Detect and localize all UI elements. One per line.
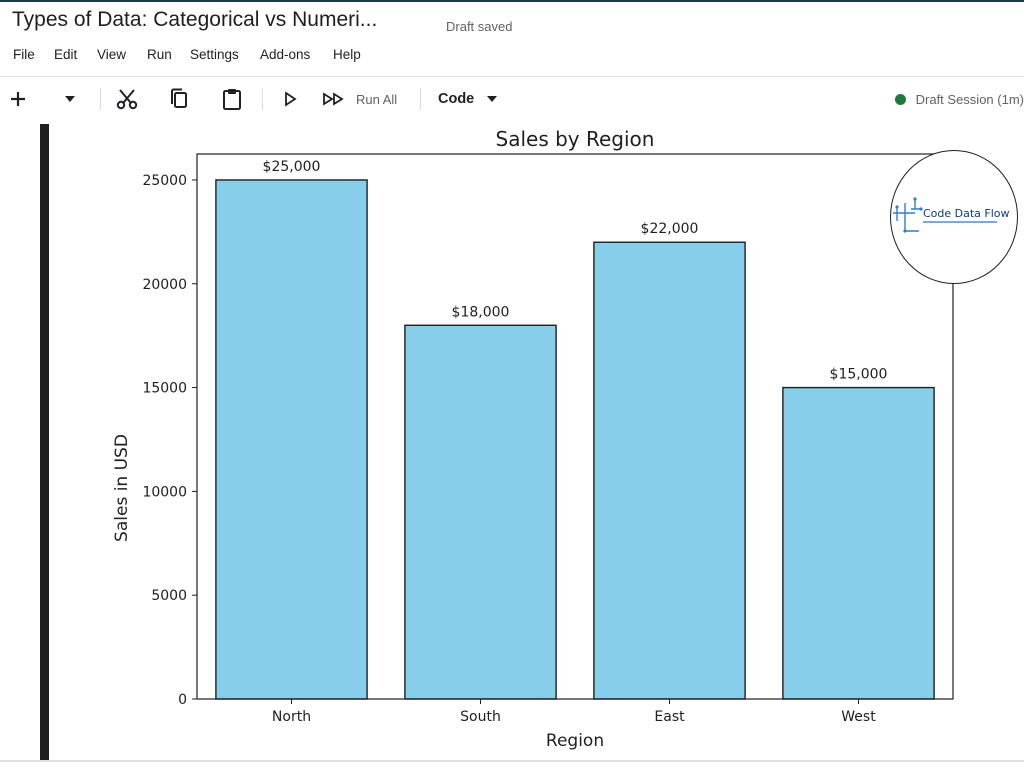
add-cell-dropdown[interactable] bbox=[56, 85, 84, 113]
circuit-icon bbox=[893, 197, 923, 233]
cut-button[interactable] bbox=[112, 85, 142, 113]
logo-text: Code Data Flow bbox=[923, 207, 1010, 220]
clipboard-icon bbox=[223, 89, 241, 110]
x-tick-label: North bbox=[272, 709, 311, 725]
sales-bar-chart: $25,000 North $18,000 South $22,000 East $15,0… bbox=[112, 127, 954, 751]
toolbar-separator bbox=[100, 88, 101, 110]
menu-add-ons[interactable]: Add-ons bbox=[260, 47, 311, 62]
document-title[interactable]: Types of Data: Categorical vs Numeri... bbox=[12, 8, 378, 31]
toolbar-separator bbox=[262, 88, 263, 110]
menu-view[interactable]: View bbox=[97, 47, 127, 62]
y-tick-label: 20000 bbox=[142, 277, 187, 293]
play-icon bbox=[285, 91, 297, 107]
copy-button[interactable] bbox=[164, 85, 194, 113]
run-cell-button[interactable] bbox=[276, 85, 304, 113]
notebook-toolbar: Run All Code Draft Session (1m) bbox=[0, 77, 1024, 121]
add-cell-button[interactable] bbox=[4, 85, 32, 113]
bar-east bbox=[593, 241, 746, 700]
save-status: Draft saved bbox=[446, 19, 513, 34]
cell-type-label: Code bbox=[438, 91, 475, 107]
copy-icon bbox=[171, 88, 187, 108]
menu-file[interactable]: File bbox=[13, 47, 35, 62]
caret-down-icon bbox=[487, 96, 498, 102]
bar-value-label: $15,000 bbox=[830, 367, 888, 383]
plot-frame bbox=[196, 153, 954, 700]
bar-value-label: $18,000 bbox=[452, 304, 510, 320]
x-tick-label: West bbox=[841, 709, 876, 725]
menu-bar: File Edit View Run Settings Add-ons Help bbox=[0, 44, 1024, 68]
logo-underline bbox=[923, 221, 997, 223]
paste-button[interactable] bbox=[217, 85, 247, 113]
title-bar: Types of Data: Categorical vs Numeri... … bbox=[0, 2, 1024, 38]
menu-run[interactable]: Run bbox=[147, 47, 172, 62]
menu-help[interactable]: Help bbox=[333, 47, 361, 62]
plus-icon bbox=[11, 92, 25, 106]
y-tick-label: 25000 bbox=[142, 173, 187, 189]
y-tick-label: 5000 bbox=[151, 588, 187, 604]
y-tick-label: 10000 bbox=[142, 484, 187, 500]
x-axis-label: Region bbox=[546, 731, 604, 751]
cell-type-select[interactable]: Code bbox=[438, 85, 512, 113]
window-top-border bbox=[0, 0, 1024, 2]
cell-bottom-border bbox=[0, 760, 1024, 762]
bar-north bbox=[215, 179, 368, 700]
y-tick-label: 0 bbox=[178, 692, 187, 708]
x-tick-label: South bbox=[460, 709, 501, 725]
scissors-icon bbox=[116, 89, 138, 110]
session-status-dot bbox=[894, 94, 906, 105]
bar-west bbox=[782, 386, 935, 700]
session-indicator[interactable]: Draft Session (1m) bbox=[894, 92, 1024, 107]
session-label: Draft Session (1m) bbox=[915, 92, 1024, 107]
fast-forward-icon bbox=[323, 92, 344, 106]
y-axis-label: Sales in USD bbox=[112, 434, 132, 542]
bar-value-label: $22,000 bbox=[641, 221, 699, 237]
bar-south bbox=[404, 324, 557, 700]
run-all-button[interactable]: Run All bbox=[322, 85, 412, 113]
run-all-label: Run All bbox=[356, 91, 398, 107]
caret-down-icon bbox=[65, 96, 75, 102]
active-cell-indicator bbox=[40, 124, 49, 762]
toolbar-separator bbox=[420, 88, 421, 110]
bar-value-label: $25,000 bbox=[263, 159, 321, 175]
x-tick-label: East bbox=[654, 709, 685, 725]
chart-title: Sales by Region bbox=[496, 127, 655, 151]
cell-output: $25,000 North $18,000 South $22,000 East $15,0… bbox=[60, 122, 1024, 762]
menu-settings[interactable]: Settings bbox=[190, 47, 239, 62]
menu-edit[interactable]: Edit bbox=[54, 47, 78, 62]
code-data-flow-logo: Code Data Flow bbox=[890, 150, 1018, 284]
y-tick-label: 15000 bbox=[142, 381, 187, 397]
toolbar-divider bbox=[0, 76, 1024, 77]
